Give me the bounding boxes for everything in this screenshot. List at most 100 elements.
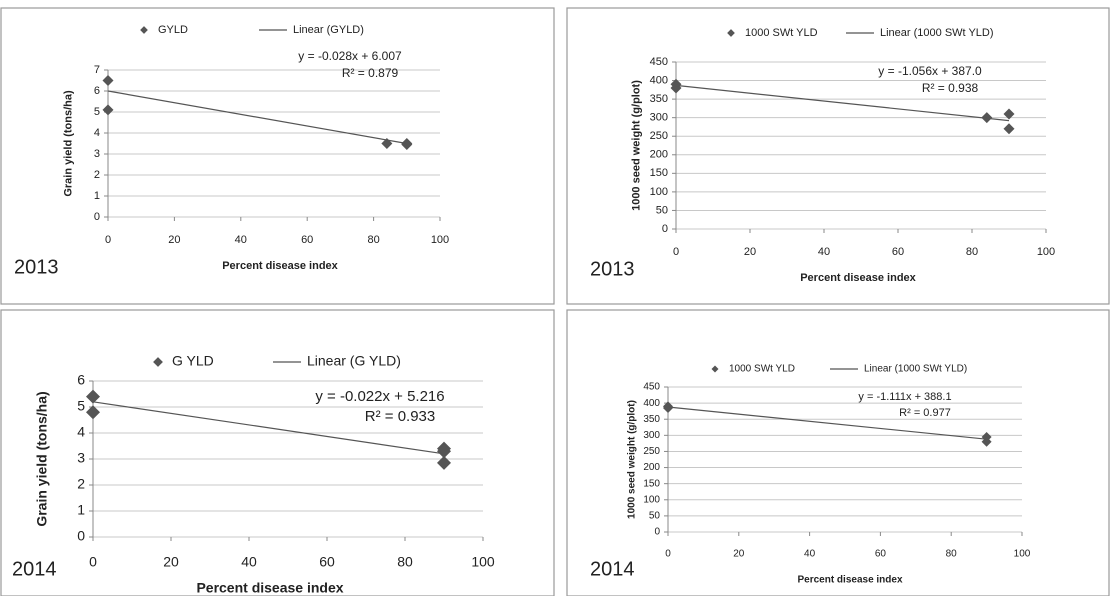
x-tick-label: 80 (946, 549, 958, 560)
trend-annotation: R² = 0.879 (342, 66, 399, 80)
point (86, 389, 100, 404)
x-tick-label: 60 (301, 234, 313, 246)
x-tick-label: 40 (235, 234, 247, 246)
x-tick-label: 80 (966, 246, 978, 258)
x-tick-label: 80 (367, 234, 379, 246)
point (86, 405, 100, 420)
panel (566, 309, 1110, 596)
y-tick-label: 6 (77, 372, 85, 388)
x-tick-label: 100 (431, 234, 449, 246)
y-tick-label: 1 (94, 190, 100, 202)
legend-label: G YLD (172, 353, 214, 369)
point (437, 455, 451, 470)
y-tick-label: 300 (643, 430, 660, 441)
y-tick-label: 2 (94, 169, 100, 181)
trend-line (107, 90, 407, 145)
y-tick-label: 50 (649, 511, 661, 522)
legend-marker (727, 29, 735, 37)
point (1003, 123, 1015, 135)
y-tick-label: 250 (643, 446, 660, 457)
y-tick-label: 200 (643, 462, 660, 473)
trend-annotation: y = -1.056x + 387.0 (878, 64, 982, 78)
trend-annotation: y = -0.028x + 6.007 (298, 49, 402, 63)
chart-panel: 0 50 100 150 200 250 300 350 400 450 0 20 40 60 80 100 P… (566, 7, 1110, 305)
y-tick-label: 350 (650, 93, 668, 105)
x-tick-label: 20 (744, 246, 756, 258)
legend-marker (711, 365, 719, 373)
trend-annotation: y = -1.111x + 388.1 (858, 391, 951, 403)
point (1003, 108, 1015, 120)
point (981, 112, 993, 124)
legend-label: 1000 SWt YLD (745, 27, 818, 39)
y-axis-label: 1000 seed weight (g/plot) (630, 80, 642, 211)
x-tick-label: 0 (673, 246, 679, 258)
x-tick-label: 60 (875, 549, 887, 560)
y-tick-label: 5 (94, 106, 100, 118)
x-tick-label: 0 (665, 549, 671, 560)
y-tick-label: 150 (650, 167, 668, 179)
x-tick-label: 60 (892, 246, 904, 258)
x-tick-label: 20 (733, 549, 745, 560)
y-axis-label: Grain yield (tons/ha) (62, 90, 74, 197)
legend-marker (153, 357, 163, 367)
x-tick-label: 40 (241, 554, 257, 570)
year-label: 2014 (590, 558, 635, 580)
x-tick-label: 20 (163, 554, 179, 570)
trend-annotation: R² = 0.977 (899, 407, 951, 419)
y-tick-label: 450 (650, 56, 668, 68)
x-tick-label: 0 (89, 554, 97, 570)
y-tick-label: 100 (643, 494, 660, 505)
y-tick-label: 7 (94, 64, 100, 76)
x-axis-label: Percent disease index (196, 580, 343, 596)
y-tick-label: 0 (654, 527, 660, 538)
y-tick-label: 100 (650, 186, 668, 198)
y-tick-label: 3 (77, 450, 85, 466)
legend-label: Linear (G YLD) (307, 353, 401, 369)
y-tick-label: 400 (650, 74, 668, 86)
legend-label: Linear (1000 SWt YLD) (864, 364, 967, 375)
x-axis-label: Percent disease index (800, 272, 916, 284)
y-tick-label: 0 (94, 211, 100, 223)
panel (566, 7, 1110, 305)
point (663, 402, 673, 413)
legend-label: GYLD (158, 24, 188, 36)
year-label: 2013 (590, 258, 635, 280)
y-tick-label: 4 (94, 127, 100, 139)
x-tick-label: 20 (168, 234, 180, 246)
trend-line (675, 84, 1010, 122)
legend-label: 1000 SWt YLD (729, 364, 795, 375)
point (401, 139, 413, 151)
year-label: 2013 (14, 256, 59, 278)
year-label: 2014 (12, 558, 57, 580)
y-tick-label: 3 (94, 148, 100, 160)
y-tick-label: 50 (656, 204, 668, 216)
y-tick-label: 5 (77, 398, 85, 414)
y-tick-label: 300 (650, 112, 668, 124)
y-tick-label: 1 (77, 502, 85, 518)
x-tick-label: 100 (1037, 246, 1055, 258)
y-tick-label: 0 (77, 528, 85, 544)
x-tick-label: 40 (818, 246, 830, 258)
legend-label: Linear (1000 SWt YLD) (880, 27, 994, 39)
trend-annotation: R² = 0.933 (365, 408, 435, 425)
y-tick-label: 2 (77, 476, 85, 492)
x-tick-label: 100 (1014, 549, 1031, 560)
y-tick-label: 4 (77, 424, 85, 440)
x-axis-label: Percent disease index (797, 575, 902, 586)
chart-panel: 0 50 100 150 200 250 300 350 400 450 0 20 40 60 80 100 P… (566, 309, 1110, 596)
y-tick-label: 0 (662, 223, 668, 235)
y-tick-label: 6 (94, 85, 100, 97)
legend-marker (140, 26, 148, 34)
y-tick-label: 200 (650, 149, 668, 161)
x-tick-label: 40 (804, 549, 816, 560)
legend-label: Linear (GYLD) (293, 24, 364, 36)
y-tick-label: 150 (643, 478, 660, 489)
panel (0, 7, 555, 305)
point (102, 75, 114, 86)
point (437, 444, 451, 459)
trend-annotation: y = -0.022x + 5.216 (315, 388, 444, 405)
x-tick-label: 80 (397, 554, 413, 570)
x-tick-label: 60 (319, 554, 335, 570)
